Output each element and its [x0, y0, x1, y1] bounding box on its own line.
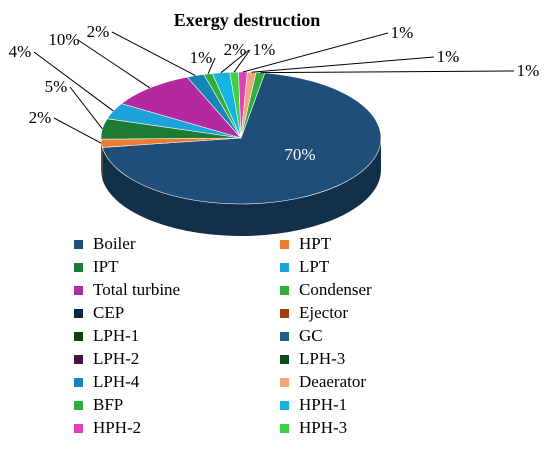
legend-item: Boiler	[74, 234, 280, 254]
legend-swatch	[280, 423, 289, 433]
legend-label: HPH-2	[93, 418, 142, 437]
data-label: 1%	[517, 61, 540, 80]
legend-item: GC	[280, 326, 486, 346]
slice-side-boiler	[102, 138, 381, 237]
data-label: 1%	[190, 48, 213, 67]
leader-line	[33, 51, 114, 112]
legend-item: LPH-1	[74, 326, 280, 346]
legend-label: CEP	[93, 303, 125, 322]
data-label: 2%	[29, 108, 52, 127]
chart-title: Exergy destruction	[174, 10, 320, 30]
legend-item: Total turbine	[74, 280, 280, 300]
legend-swatch	[280, 308, 289, 318]
legend-item: HPH-2	[74, 418, 280, 438]
legend-item: LPT	[280, 257, 486, 277]
legend-label: HPT	[299, 234, 332, 253]
legend-swatch	[74, 354, 83, 364]
slice-labels: 70% 2% 5% 4% 10% 2% 1% 2% 1% 1% 1% 1%	[9, 22, 540, 164]
legend-item: HPT	[280, 234, 486, 254]
data-label: 70%	[284, 145, 315, 164]
legend-label: Deaerator	[299, 372, 367, 391]
legend-item: Ejector	[280, 303, 486, 323]
legend-item: HPH-3	[280, 418, 486, 438]
legend-label: LPH-2	[93, 349, 140, 368]
leader-line	[77, 39, 151, 89]
data-label: 1%	[437, 47, 460, 66]
legend-swatch	[74, 285, 83, 295]
leader-line	[260, 70, 515, 74]
legend-swatch	[280, 377, 289, 387]
legend-swatch	[280, 262, 289, 272]
legend-swatch	[74, 308, 83, 318]
pie-body	[100, 71, 382, 237]
legend-item: BFP	[74, 395, 280, 415]
legend-swatch	[74, 377, 83, 387]
legend-swatch	[74, 423, 83, 433]
legend-item: CEP	[74, 303, 280, 323]
legend-label: LPH-1	[93, 326, 140, 345]
data-label: 1%	[253, 40, 276, 59]
leader-line	[251, 56, 435, 73]
legend-swatch	[280, 354, 289, 364]
data-label: 2%	[87, 22, 110, 41]
legend-item: Deaerator	[280, 372, 486, 392]
legend-item: IPT	[74, 257, 280, 277]
legend-swatch	[280, 239, 289, 249]
slice-total-turbine	[120, 76, 242, 139]
legend-label: GC	[299, 326, 323, 345]
legend-item: LPH-3	[280, 349, 486, 369]
leader-line	[53, 117, 102, 144]
legend-swatch	[280, 285, 289, 295]
legend-label: IPT	[93, 257, 119, 276]
data-label: 5%	[45, 77, 68, 96]
legend-swatch	[280, 331, 289, 341]
legend-item: LPH-2	[74, 349, 280, 369]
legend-label: Condenser	[299, 280, 372, 299]
data-label: 10%	[48, 30, 79, 49]
legend-item: Condenser	[280, 280, 486, 300]
chart-legend: Boiler HPT IPT LPT Total turbine Condenser CEP…	[74, 234, 494, 438]
legend-label: HPH-1	[299, 395, 348, 414]
leader-line	[69, 86, 103, 130]
data-label: 4%	[9, 42, 32, 61]
legend-swatch	[74, 331, 83, 341]
leader-line	[207, 57, 216, 75]
leader-line	[242, 32, 389, 73]
leader-line	[220, 49, 250, 74]
legend-swatch	[74, 262, 83, 272]
legend-label: LPT	[299, 257, 330, 276]
legend-swatch	[74, 400, 83, 410]
data-label: 2%	[224, 40, 247, 59]
legend-label: BFP	[93, 395, 124, 414]
legend-swatch	[74, 239, 83, 249]
legend-label: Total turbine	[93, 280, 181, 299]
leader-line	[111, 31, 196, 77]
leader-line	[233, 49, 251, 73]
slice-side-hpt	[101, 139, 103, 180]
legend-label: LPH-3	[299, 349, 346, 368]
legend-label: LPH-4	[93, 372, 140, 391]
legend-label: HPH-3	[299, 418, 348, 437]
legend-item: LPH-4	[74, 372, 280, 392]
legend-item: HPH-1	[280, 395, 486, 415]
legend-label: Boiler	[93, 234, 136, 253]
data-label: 1%	[391, 23, 414, 42]
legend-swatch	[280, 400, 289, 410]
legend-label: Ejector	[299, 303, 349, 322]
